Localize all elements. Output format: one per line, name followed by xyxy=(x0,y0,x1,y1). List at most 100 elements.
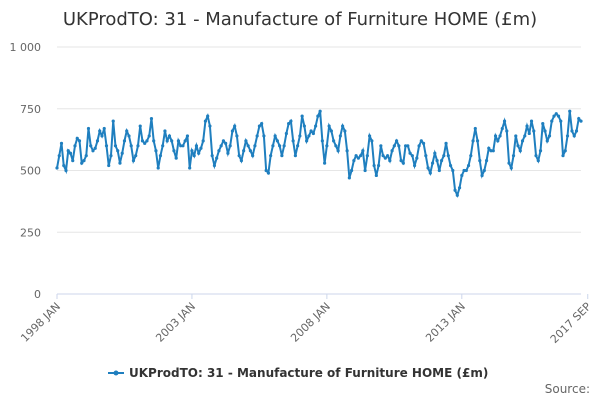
data-point[interactable] xyxy=(242,149,246,153)
data-point[interactable] xyxy=(401,161,405,165)
data-point[interactable] xyxy=(192,154,196,158)
data-point[interactable] xyxy=(107,163,111,168)
data-point[interactable] xyxy=(280,154,284,158)
data-point[interactable] xyxy=(98,129,102,133)
data-point[interactable] xyxy=(426,166,430,170)
data-point[interactable] xyxy=(77,139,82,143)
data-point[interactable] xyxy=(554,112,558,116)
data-point[interactable] xyxy=(230,129,235,133)
data-point[interactable] xyxy=(552,114,556,118)
data-point[interactable] xyxy=(149,117,154,121)
data-point[interactable] xyxy=(403,144,408,148)
data-point[interactable] xyxy=(446,154,450,158)
data-point[interactable] xyxy=(532,129,536,133)
data-point[interactable] xyxy=(457,186,462,190)
data-point[interactable] xyxy=(188,166,192,170)
data-point[interactable] xyxy=(172,149,176,153)
data-point[interactable] xyxy=(273,134,277,138)
data-point[interactable] xyxy=(318,109,322,113)
data-point[interactable] xyxy=(469,154,473,158)
data-point[interactable] xyxy=(93,146,97,150)
data-point[interactable] xyxy=(197,151,201,155)
data-point[interactable] xyxy=(489,149,493,153)
data-point[interactable] xyxy=(134,154,138,158)
data-point[interactable] xyxy=(183,139,187,143)
data-point[interactable] xyxy=(496,139,500,143)
data-point[interactable] xyxy=(165,139,169,143)
data-point[interactable] xyxy=(473,126,477,131)
data-point[interactable] xyxy=(127,134,131,138)
data-point[interactable] xyxy=(480,173,484,178)
data-point[interactable] xyxy=(408,151,412,155)
data-point[interactable] xyxy=(374,173,378,178)
data-point[interactable] xyxy=(509,166,513,170)
data-point[interactable] xyxy=(71,159,75,163)
data-point[interactable] xyxy=(550,119,554,123)
data-point[interactable] xyxy=(568,109,572,113)
data-point[interactable] xyxy=(547,134,552,138)
data-point[interactable] xyxy=(491,149,495,153)
data-point[interactable] xyxy=(419,139,423,143)
data-point[interactable] xyxy=(577,117,581,121)
data-point[interactable] xyxy=(520,139,525,143)
data-point[interactable] xyxy=(287,121,291,126)
data-point[interactable] xyxy=(221,139,226,143)
data-point[interactable] xyxy=(86,126,91,131)
data-point[interactable] xyxy=(381,154,385,158)
source-credit[interactable]: Source: xyxy=(545,382,590,396)
data-point[interactable] xyxy=(201,139,205,143)
data-point[interactable] xyxy=(493,134,498,138)
data-point[interactable] xyxy=(194,144,199,148)
data-point[interactable] xyxy=(433,151,437,155)
data-point[interactable] xyxy=(57,154,61,158)
data-point[interactable] xyxy=(239,159,244,163)
data-point[interactable] xyxy=(185,134,190,138)
data-point[interactable] xyxy=(302,124,306,128)
data-point[interactable] xyxy=(125,129,129,133)
data-point[interactable] xyxy=(529,119,534,123)
data-point[interactable] xyxy=(174,156,178,160)
data-point[interactable] xyxy=(143,141,147,145)
data-point[interactable] xyxy=(320,139,324,143)
data-point[interactable] xyxy=(363,168,367,173)
data-point[interactable] xyxy=(307,134,311,138)
data-point[interactable] xyxy=(399,159,403,163)
data-point[interactable] xyxy=(255,134,259,138)
data-point[interactable] xyxy=(104,144,109,148)
data-point[interactable] xyxy=(570,129,574,133)
data-point[interactable] xyxy=(464,168,468,173)
data-point[interactable] xyxy=(565,134,570,138)
data-point[interactable] xyxy=(338,134,342,138)
data-point[interactable] xyxy=(347,176,351,180)
data-point[interactable] xyxy=(244,139,248,143)
data-point[interactable] xyxy=(158,154,163,158)
data-point[interactable] xyxy=(543,129,547,133)
data-point[interactable] xyxy=(199,146,203,150)
data-point[interactable] xyxy=(208,124,212,128)
data-point[interactable] xyxy=(556,114,561,118)
data-point[interactable] xyxy=(500,126,504,131)
data-point[interactable] xyxy=(59,141,64,145)
data-point[interactable] xyxy=(430,161,435,165)
data-point[interactable] xyxy=(260,121,264,126)
data-point[interactable] xyxy=(507,161,511,165)
data-point[interactable] xyxy=(462,168,466,173)
data-point[interactable] xyxy=(129,144,133,148)
data-point[interactable] xyxy=(336,149,340,153)
data-point[interactable] xyxy=(516,144,520,148)
data-point[interactable] xyxy=(109,154,113,158)
data-point[interactable] xyxy=(282,144,286,148)
data-point[interactable] xyxy=(264,168,268,173)
data-point[interactable] xyxy=(574,129,579,133)
data-point[interactable] xyxy=(323,161,327,165)
data-point[interactable] xyxy=(572,134,576,138)
data-point[interactable] xyxy=(327,124,331,128)
data-point[interactable] xyxy=(541,121,545,126)
data-point[interactable] xyxy=(215,156,219,160)
data-point[interactable] xyxy=(525,124,529,128)
data-point[interactable] xyxy=(514,134,518,138)
data-point[interactable] xyxy=(415,156,419,160)
data-point[interactable] xyxy=(471,139,475,143)
data-point[interactable] xyxy=(482,168,486,173)
data-point[interactable] xyxy=(152,139,156,143)
